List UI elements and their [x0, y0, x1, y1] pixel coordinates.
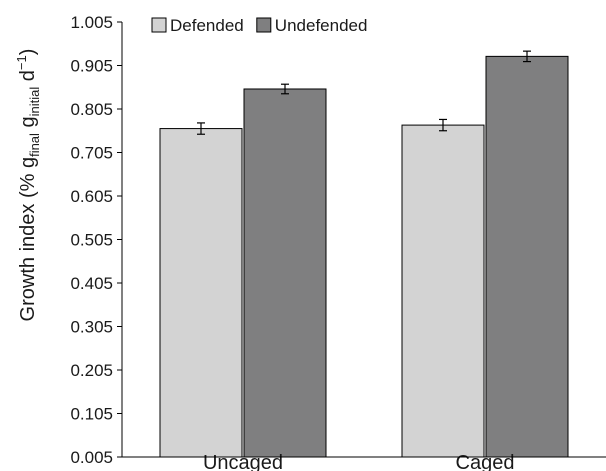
y-axis-label-sub-initial: initial — [27, 87, 42, 117]
y-tick-label-10: 0.005 — [70, 448, 113, 467]
y-tick-label-3: 0.705 — [70, 144, 113, 163]
y-tick-label-1: 0.905 — [70, 57, 113, 76]
y-tick-label-8: 0.205 — [70, 361, 113, 380]
y-tick-label-4: 0.605 — [70, 187, 113, 206]
y-axis-label-suffix: d — [17, 70, 39, 87]
bar-caged-undefended — [485, 55, 569, 458]
plot-area: 1.005 0.905 0.805 0.705 0.605 0.505 0.405 0.305… — [70, 13, 606, 471]
y-tick-label-2: 0.805 — [70, 100, 113, 119]
legend-label-defended: Defended — [170, 16, 244, 35]
x-category-label-1: Caged — [456, 452, 515, 471]
y-tick-label-7: 0.305 — [70, 318, 113, 337]
y-axis-label-close: ) — [17, 49, 39, 56]
legend-label-undefended: Undefended — [275, 16, 368, 35]
y-tick-label-5: 0.505 — [70, 231, 113, 250]
x-category-label-0: Uncaged — [203, 452, 283, 471]
legend-swatch-undefended — [256, 17, 272, 33]
y-tick-label-0: 1.005 — [70, 13, 113, 32]
legend-swatch-defended — [151, 17, 167, 33]
y-tick-label-9: 0.105 — [70, 405, 113, 424]
bar-caged-defended — [401, 124, 485, 458]
y-axis-label-sub-final: final — [27, 133, 42, 157]
y-axis-label-sup: −1 — [14, 55, 29, 70]
y-axis-label-mid: g — [17, 116, 39, 133]
bar-uncaged-defended — [159, 128, 243, 458]
y-axis-label-prefix: Growth index (% g — [17, 157, 39, 322]
bar-uncaged-undefended — [243, 88, 327, 458]
y-tick-label-6: 0.405 — [70, 274, 113, 293]
y-axis-label: Growth index (% gfinal ginitial d−1) — [14, 49, 42, 322]
